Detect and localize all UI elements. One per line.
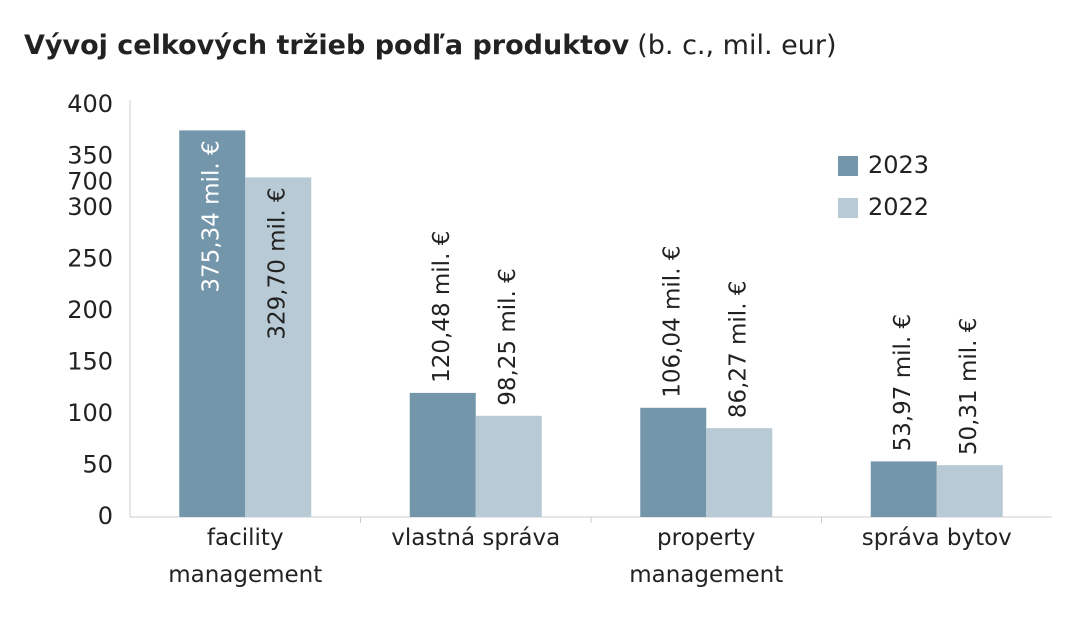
bar [870, 461, 937, 517]
y-tick-label: 250 [67, 245, 113, 273]
chart-subtitle: (b. c., mil. eur) [637, 30, 836, 61]
chart-title-group: Vývoj celkových tržieb podľa produktov (b… [24, 30, 837, 61]
bar [475, 415, 542, 517]
y-tick-label: 50 [82, 451, 113, 479]
value-label: 53,97 mil. € [890, 314, 916, 452]
y-tick-label: 200 [67, 296, 113, 324]
x-tick-label: facility management [168, 525, 323, 588]
x-tick-label: property management [629, 525, 784, 588]
legend-label: 2023 [868, 151, 929, 179]
legend-swatch [838, 156, 858, 176]
chart-title: Vývoj celkových tržieb podľa produktov [24, 30, 630, 61]
y-tick-label: 700 [67, 167, 113, 195]
x-tick-label: správa bytov [861, 525, 1012, 551]
value-label: 120,48 mil. € [429, 231, 455, 383]
bar [245, 177, 312, 517]
x-tick-label: vlastná správa [391, 525, 561, 551]
bar [640, 407, 707, 517]
value-label: 86,27 mil. € [726, 281, 752, 419]
y-tick-label: 350 [67, 142, 113, 170]
legend-label: 2022 [868, 193, 929, 221]
y-tick-label: 100 [67, 399, 113, 427]
value-label: 106,04 mil. € [660, 246, 686, 398]
bar [706, 428, 773, 517]
y-tick-label: 0 [98, 502, 113, 530]
bar [409, 392, 476, 517]
bar [179, 130, 246, 518]
bar [936, 465, 1003, 517]
value-label: 329,70 mil. € [265, 187, 291, 339]
y-tick-label: 150 [67, 348, 113, 376]
value-label: 375,34 mil. € [199, 140, 225, 292]
legend-swatch [838, 198, 858, 218]
y-tick-label: 400 [67, 90, 113, 118]
value-label: 98,25 mil. € [495, 268, 521, 406]
y-tick-label: 300 [67, 193, 113, 221]
value-label: 50,31 mil. € [956, 318, 982, 456]
